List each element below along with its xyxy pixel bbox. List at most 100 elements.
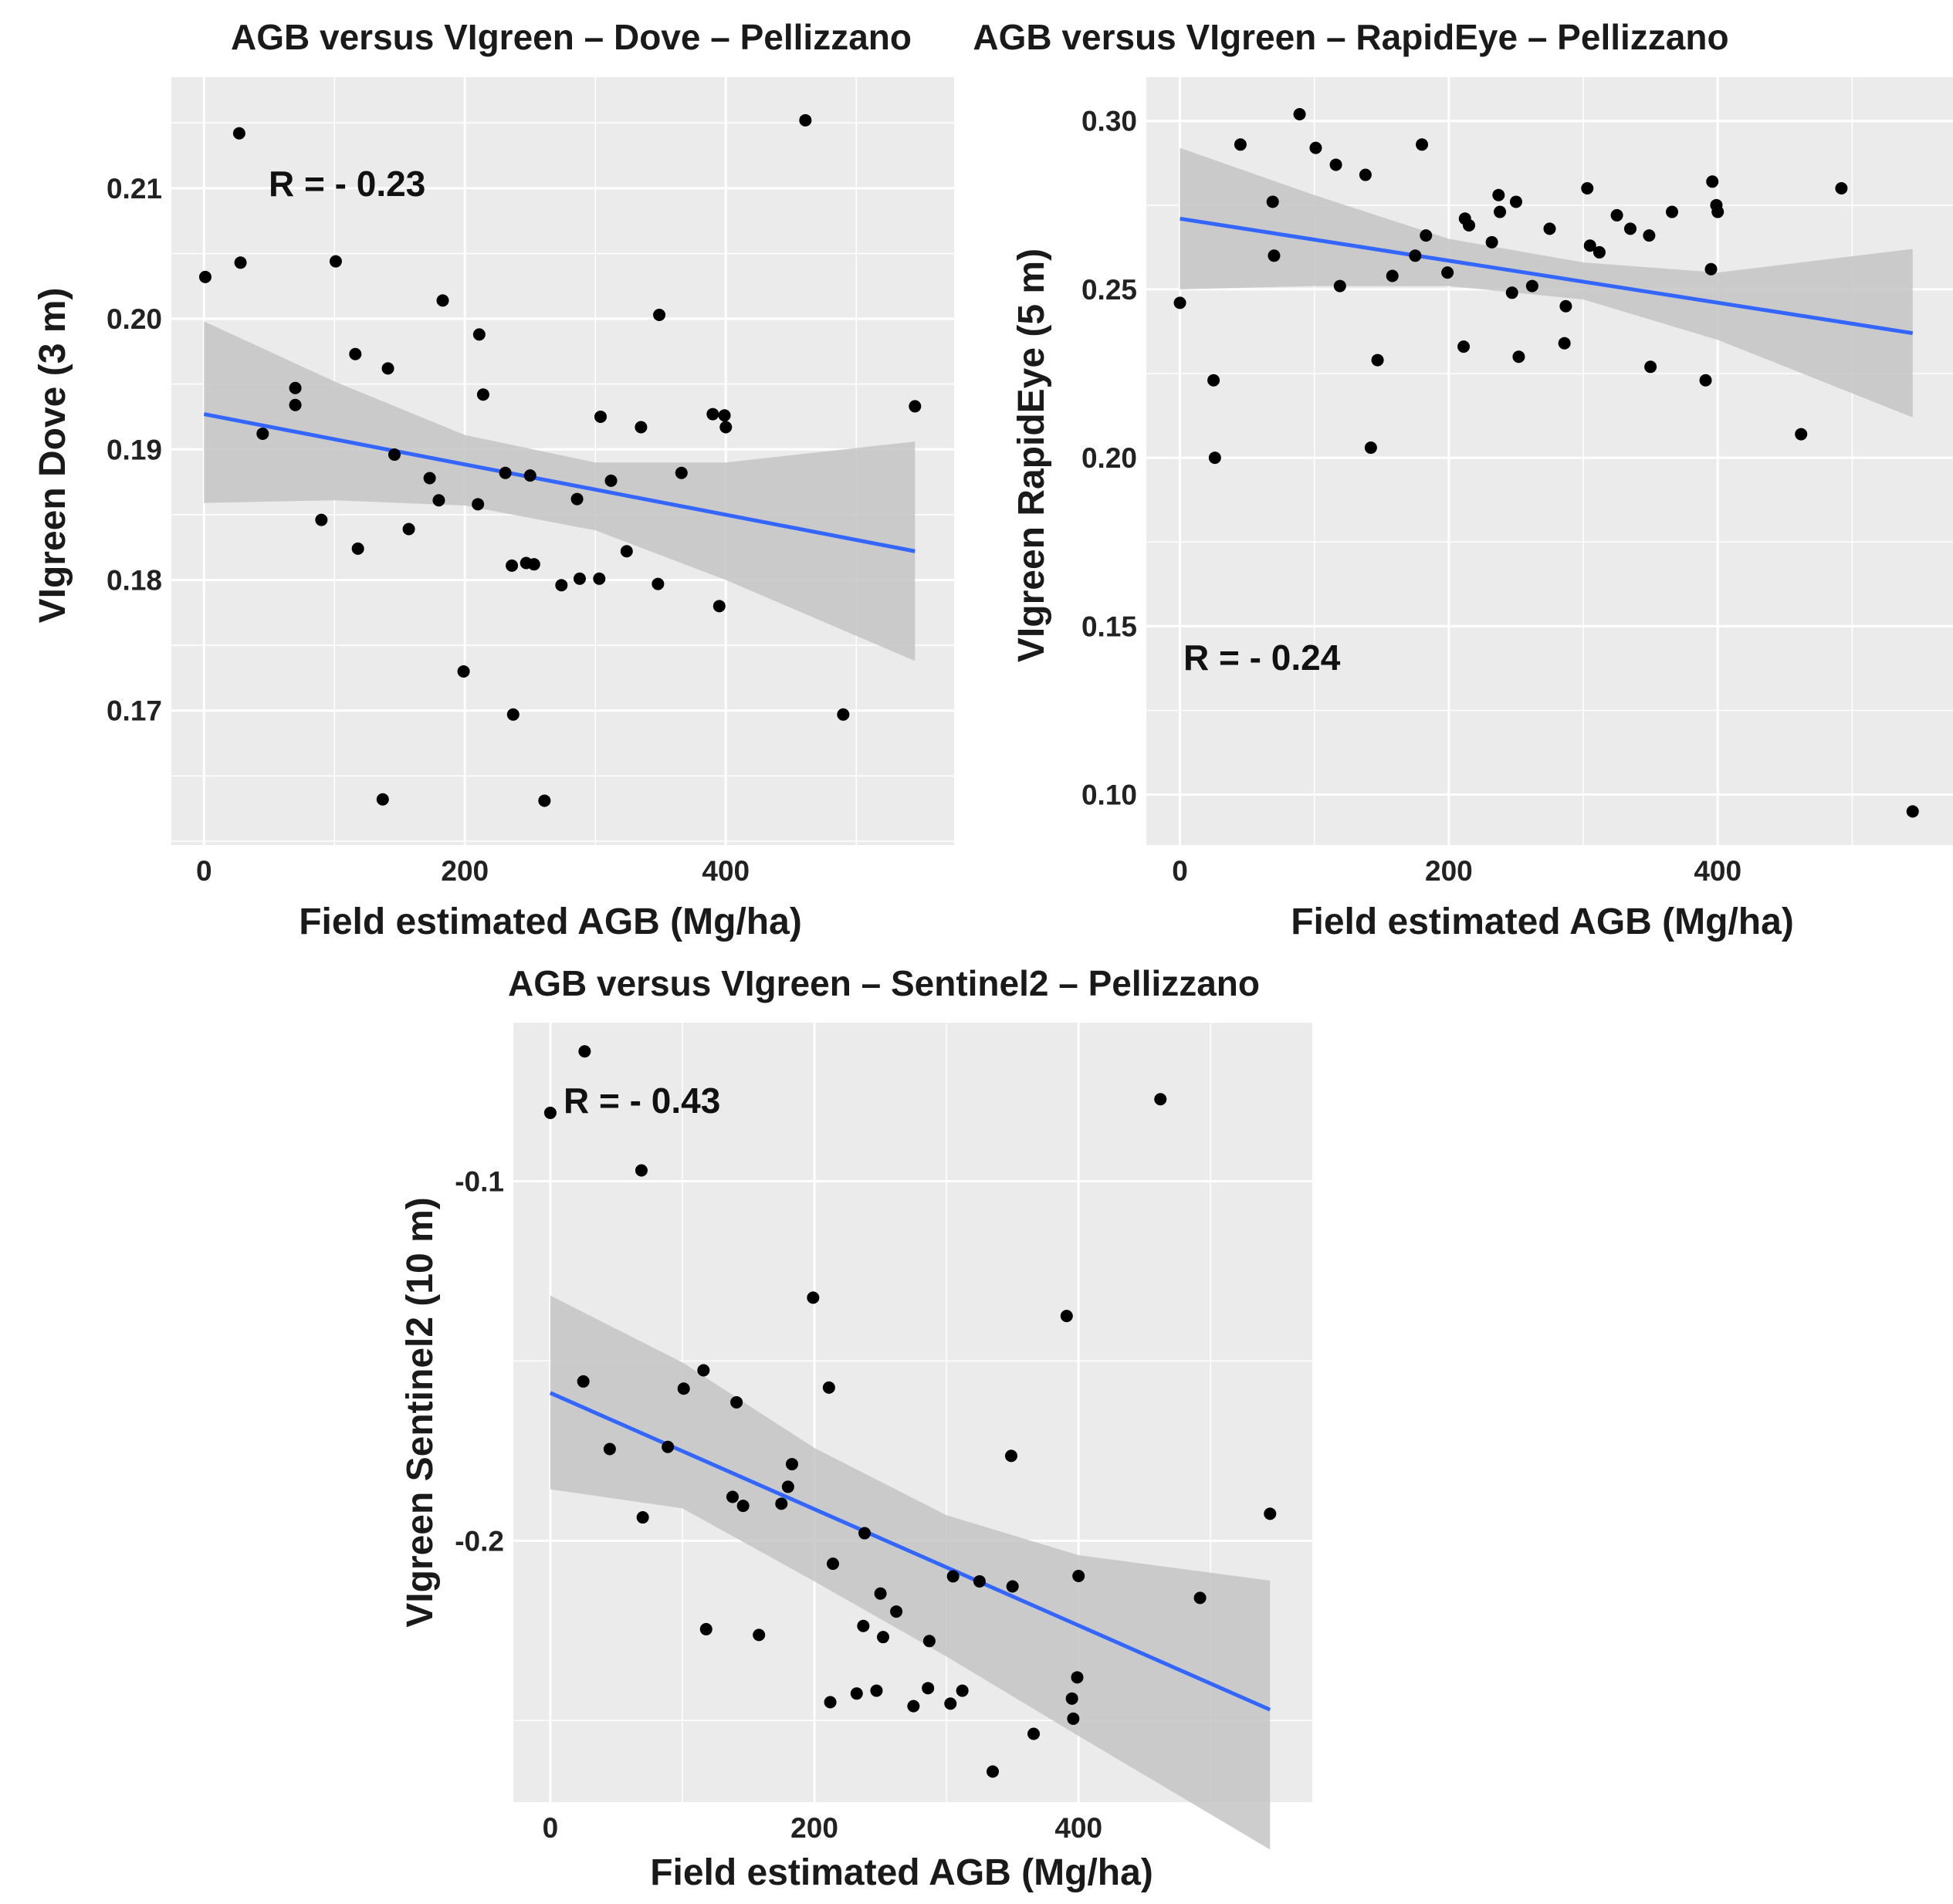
data-point xyxy=(1644,360,1657,374)
data-point xyxy=(726,1490,739,1503)
data-point xyxy=(785,1458,798,1471)
data-point xyxy=(807,1291,820,1304)
data-point xyxy=(1559,299,1572,313)
data-point xyxy=(1583,239,1596,252)
data-point xyxy=(718,409,731,422)
data-point xyxy=(1463,219,1475,232)
data-point xyxy=(1309,141,1322,154)
data-point xyxy=(289,381,302,394)
data-point xyxy=(699,1622,712,1635)
data-point xyxy=(603,1442,616,1456)
y-tick-label: -0.1 xyxy=(455,1165,504,1197)
data-point xyxy=(1416,138,1429,151)
correlation-label: R = - 0.24 xyxy=(1183,637,1341,678)
data-point xyxy=(570,492,584,506)
data-point xyxy=(289,398,302,411)
confidence-band xyxy=(204,321,916,661)
data-points xyxy=(543,1045,1277,1778)
data-point xyxy=(1293,108,1306,121)
data-point xyxy=(946,1570,960,1583)
y-tick-labels: 0.10 0.15 0.20 0.25 0.30 xyxy=(1081,106,1137,811)
data-point xyxy=(1706,175,1719,188)
data-point xyxy=(1699,374,1712,387)
data-point xyxy=(1409,249,1422,262)
data-point xyxy=(1207,374,1220,387)
data-point xyxy=(620,545,633,558)
data-point xyxy=(822,1381,835,1394)
data-point xyxy=(1193,1591,1207,1605)
data-point xyxy=(1665,205,1678,218)
data-points xyxy=(1173,108,1919,818)
data-point xyxy=(877,1631,890,1644)
data-point xyxy=(753,1628,766,1642)
y-tick-label: 0.25 xyxy=(1081,274,1137,306)
data-point xyxy=(1505,286,1518,299)
data-point xyxy=(857,1619,870,1632)
data-point xyxy=(1643,229,1656,242)
data-point xyxy=(1610,208,1623,222)
data-point xyxy=(573,572,586,585)
data-point xyxy=(1457,340,1471,353)
x-tick-label: 0 xyxy=(543,1812,559,1844)
y-axis-title: VIgreen RapidEye (5 m) xyxy=(1011,249,1052,662)
data-point xyxy=(1485,235,1498,249)
data-point xyxy=(636,1511,649,1524)
y-tick-label: 0.18 xyxy=(107,564,162,596)
correlation-label: R = - 0.23 xyxy=(269,164,425,204)
confidence-band-area xyxy=(1180,147,1913,418)
data-point xyxy=(799,113,812,127)
x-axis-title: Field estimated AGB (Mg/ha) xyxy=(650,1852,1153,1893)
data-point xyxy=(1494,205,1507,218)
data-point xyxy=(909,400,922,413)
y-tick-label: -0.2 xyxy=(455,1525,504,1557)
data-point xyxy=(472,328,486,341)
data-point xyxy=(594,410,608,423)
chart-title: AGB versus VIgreen – Dove – Pellizzano xyxy=(231,17,912,57)
data-point xyxy=(675,466,688,479)
confidence-band-area xyxy=(204,321,916,661)
y-tick-label: 0.19 xyxy=(107,434,162,465)
regression-line xyxy=(203,412,916,553)
data-point xyxy=(1906,805,1919,818)
data-point xyxy=(1795,428,1808,441)
data-point xyxy=(635,1164,648,1177)
data-point xyxy=(1067,1712,1080,1725)
data-point xyxy=(652,577,665,590)
data-point xyxy=(351,542,364,555)
y-tick-label: 0.10 xyxy=(1081,780,1137,811)
confidence-band xyxy=(1180,147,1913,418)
data-point xyxy=(604,474,618,487)
x-tick-label: 400 xyxy=(1054,1812,1102,1844)
data-point xyxy=(1558,336,1571,350)
y-tick-label: 0.20 xyxy=(107,303,162,335)
y-axis-title: VIgreen Dove (3 m) xyxy=(32,288,73,624)
data-point xyxy=(987,1765,999,1778)
data-point xyxy=(538,794,551,807)
data-point xyxy=(944,1697,957,1710)
x-tick-label: 400 xyxy=(702,855,750,887)
x-axis-title: Field estimated AGB (Mg/ha) xyxy=(299,901,802,942)
data-point xyxy=(775,1497,788,1510)
data-point xyxy=(506,708,520,721)
data-point xyxy=(922,1635,936,1648)
x-tick-label: 200 xyxy=(1425,855,1473,887)
data-point xyxy=(706,408,719,421)
data-point xyxy=(719,421,733,434)
x-tick-label: 200 xyxy=(441,855,489,887)
data-point xyxy=(1027,1727,1041,1740)
data-point xyxy=(1420,229,1433,242)
data-point xyxy=(890,1605,903,1618)
data-point xyxy=(827,1557,839,1571)
y-tick-label: 0.17 xyxy=(107,695,162,727)
regression-line-stroke xyxy=(203,412,916,553)
data-point xyxy=(1359,168,1372,181)
panel-dove: AGB versus VIgreen – Dove – Pellizzano 0… xyxy=(32,17,954,942)
data-point xyxy=(381,362,394,375)
x-tick-labels: 0 200 400 xyxy=(196,855,750,887)
x-tick-label: 200 xyxy=(790,1812,838,1844)
data-point xyxy=(712,600,726,613)
data-point xyxy=(1333,279,1346,293)
data-point xyxy=(476,388,489,401)
data-point xyxy=(198,270,212,283)
data-point xyxy=(1581,182,1594,195)
